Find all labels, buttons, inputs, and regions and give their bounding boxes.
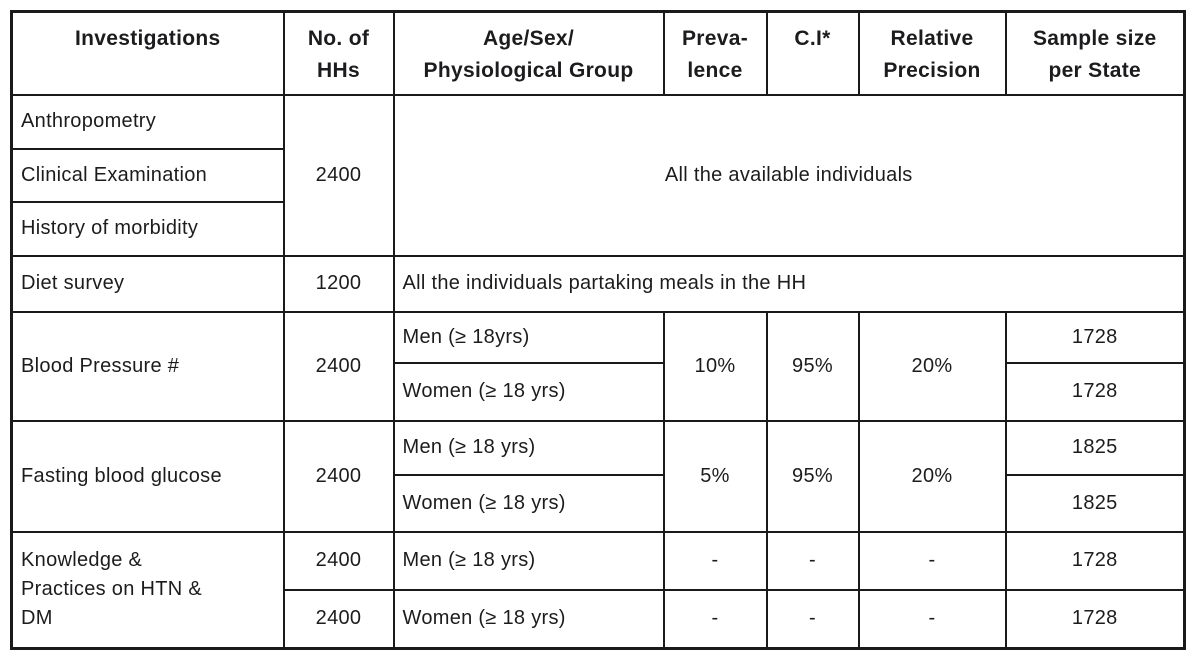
cell-knowledge-women-prevalence: - [662,588,768,650]
cell-blood-pressure-women-sample: 1728 [1004,361,1186,422]
cell-knowledge-men-hhs: 2400 [282,530,395,591]
cell-anthro-group-hhs: 2400 [282,93,395,257]
table-row-knowledge-women: 2400 Women (≥ 18 yrs) - - - 1728 [12,588,1186,650]
header-age-sex-group: Age/Sex/ Physiological Group [392,10,665,96]
cell-knowledge-women-ci: - [765,588,860,650]
cell-fasting-glucose-relative-precision: 20% [857,419,1007,533]
cell-blood-pressure-hhs: 2400 [282,310,395,422]
table-row-fasting-glucose-women: Women (≥ 18 yrs) 1825 [12,473,1186,533]
table-row-anthropometry: Anthropometry 2400 All the available ind… [10,93,1186,257]
cell-anthro-group-note: All the available individuals [392,93,1186,257]
cell-fasting-glucose-hhs: 2400 [282,419,395,533]
sampling-design-table: Investigations No. of HHs Age/Sex/ Physi… [10,10,1186,650]
cell-blood-pressure-prevalence: 10% [662,310,768,422]
table-row-blood-pressure-men: Blood Pressure # 2400 Men (≥ 18yrs) 10% … [10,310,1186,422]
cell-knowledge-men-ci: - [765,530,860,591]
cell-diet-survey-hhs: 1200 [282,254,395,313]
cell-knowledge-women-hhs: 2400 [282,588,395,650]
cell-blood-pressure: Blood Pressure # [10,310,285,422]
header-row: Investigations No. of HHs Age/Sex/ Physi… [10,10,1186,96]
table-row-blood-pressure-women: Women (≥ 18 yrs) 1728 [12,361,1186,422]
cell-fasting-glucose: Fasting blood glucose [10,419,285,533]
cell-blood-pressure-ci: 95% [765,310,860,422]
cell-fasting-glucose-women-group: Women (≥ 18 yrs) [392,473,665,533]
cell-history-of-morbidity: History of morbidity [10,200,285,257]
cell-knowledge-women-relative-precision: - [857,588,1007,650]
cell-knowledge-practices: Knowledge & Practices on HTN & DM [10,530,285,650]
cell-diet-survey-note: All the individuals partaking meals in t… [392,254,1186,313]
table-row-fasting-glucose-men: Fasting blood glucose 2400 Men (≥ 18 yrs… [10,419,1186,533]
cell-fasting-glucose-men-group: Men (≥ 18 yrs) [392,419,665,476]
cell-blood-pressure-men-sample: 1728 [1004,310,1186,364]
table-row-history-of-morbidity: History of morbidity [10,200,1185,257]
cell-anthropometry: Anthropometry [10,93,285,150]
cell-diet-survey: Diet survey [10,254,285,313]
cell-blood-pressure-relative-precision: 20% [857,310,1007,422]
table-row-knowledge-men: Knowledge & Practices on HTN & DM 2400 M… [10,530,1186,650]
header-sample-size: Sample size per State [1004,10,1186,96]
cell-knowledge-men-group: Men (≥ 18 yrs) [392,530,665,591]
header-ci: C.I* [765,10,860,96]
header-prevalence: Preva- lence [662,10,768,96]
cell-knowledge-men-sample: 1728 [1004,530,1186,591]
table-row-diet-survey: Diet survey 1200 All the individuals par… [10,254,1186,313]
cell-knowledge-men-relative-precision: - [857,530,1007,591]
cell-knowledge-men-prevalence: - [662,530,768,591]
cell-fasting-glucose-prevalence: 5% [662,419,768,533]
cell-blood-pressure-women-group: Women (≥ 18 yrs) [392,361,665,422]
cell-fasting-glucose-men-sample: 1825 [1004,419,1186,476]
header-relative-precision: Relative Precision [857,10,1007,96]
cell-knowledge-women-group: Women (≥ 18 yrs) [392,588,665,650]
table-row-clinical-examination: Clinical Examination [10,147,1185,203]
header-investigations: Investigations [10,10,285,96]
cell-knowledge-women-sample: 1728 [1004,588,1186,650]
cell-blood-pressure-men-group: Men (≥ 18yrs) [392,310,665,364]
cell-clinical-examination: Clinical Examination [10,147,285,203]
cell-fasting-glucose-women-sample: 1825 [1004,473,1186,533]
header-no-of-hhs: No. of HHs [282,10,395,96]
cell-fasting-glucose-ci: 95% [765,419,860,533]
